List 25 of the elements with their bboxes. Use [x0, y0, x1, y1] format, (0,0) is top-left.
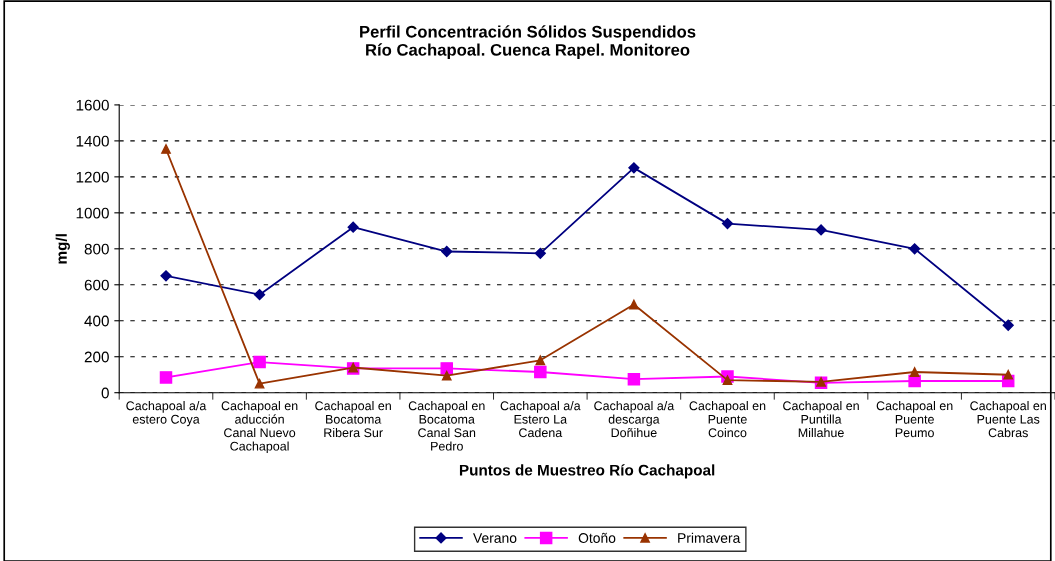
x-tick-label: Cachapoal en Puente Las Cabras [970, 401, 1046, 438]
y-tick-label: 600 [84, 279, 109, 291]
x-tick-label: Cachapoal en Puntilla Millahue [783, 401, 859, 438]
x-tick-label: Cachapoal en Bocatoma Ribera Sur [315, 401, 391, 438]
x-tick-label: Cachapoal a/a Estero La Cadena [500, 401, 581, 438]
y-axis-title: mg/l [55, 234, 70, 264]
y-tick-label: 1200 [76, 171, 109, 183]
y-tick-label: 800 [84, 243, 109, 255]
x-axis-title: Puntos de Muestreo Río Cachapoal [459, 464, 715, 479]
x-tick-label: Cachapoal en Puente Peumo [876, 401, 953, 438]
y-tick-label: 1600 [76, 99, 109, 111]
y-tick-label: 200 [84, 351, 109, 363]
y-tick-label: 1400 [76, 135, 109, 147]
x-tick-label: Cachapoal en Puente Coinco [689, 401, 766, 438]
x-tick-label: Cachapoal a/a estero Coya [126, 401, 207, 427]
chart-title: Perfil Concentración Sólidos Suspendidos Río Cachapoal. Cuenca Rapel. Monitoreo [360, 25, 696, 60]
legend-label: Otoño [578, 532, 616, 543]
legend-label: Verano [473, 533, 517, 543]
y-tick-label: 400 [84, 315, 109, 327]
y-tick-label: 1000 [76, 207, 109, 219]
x-tick-label: Cachapoal en Bocatoma Canal San Pedro [408, 401, 485, 451]
legend-label: Primavera [678, 532, 741, 543]
x-tick-label: Cachapoal a/a descarga Doñihue [594, 401, 675, 438]
y-tick-label: 0 [101, 387, 109, 399]
x-tick-label: Cachapoal en aducción Canal Nuevo Cachapoal [221, 401, 298, 454]
